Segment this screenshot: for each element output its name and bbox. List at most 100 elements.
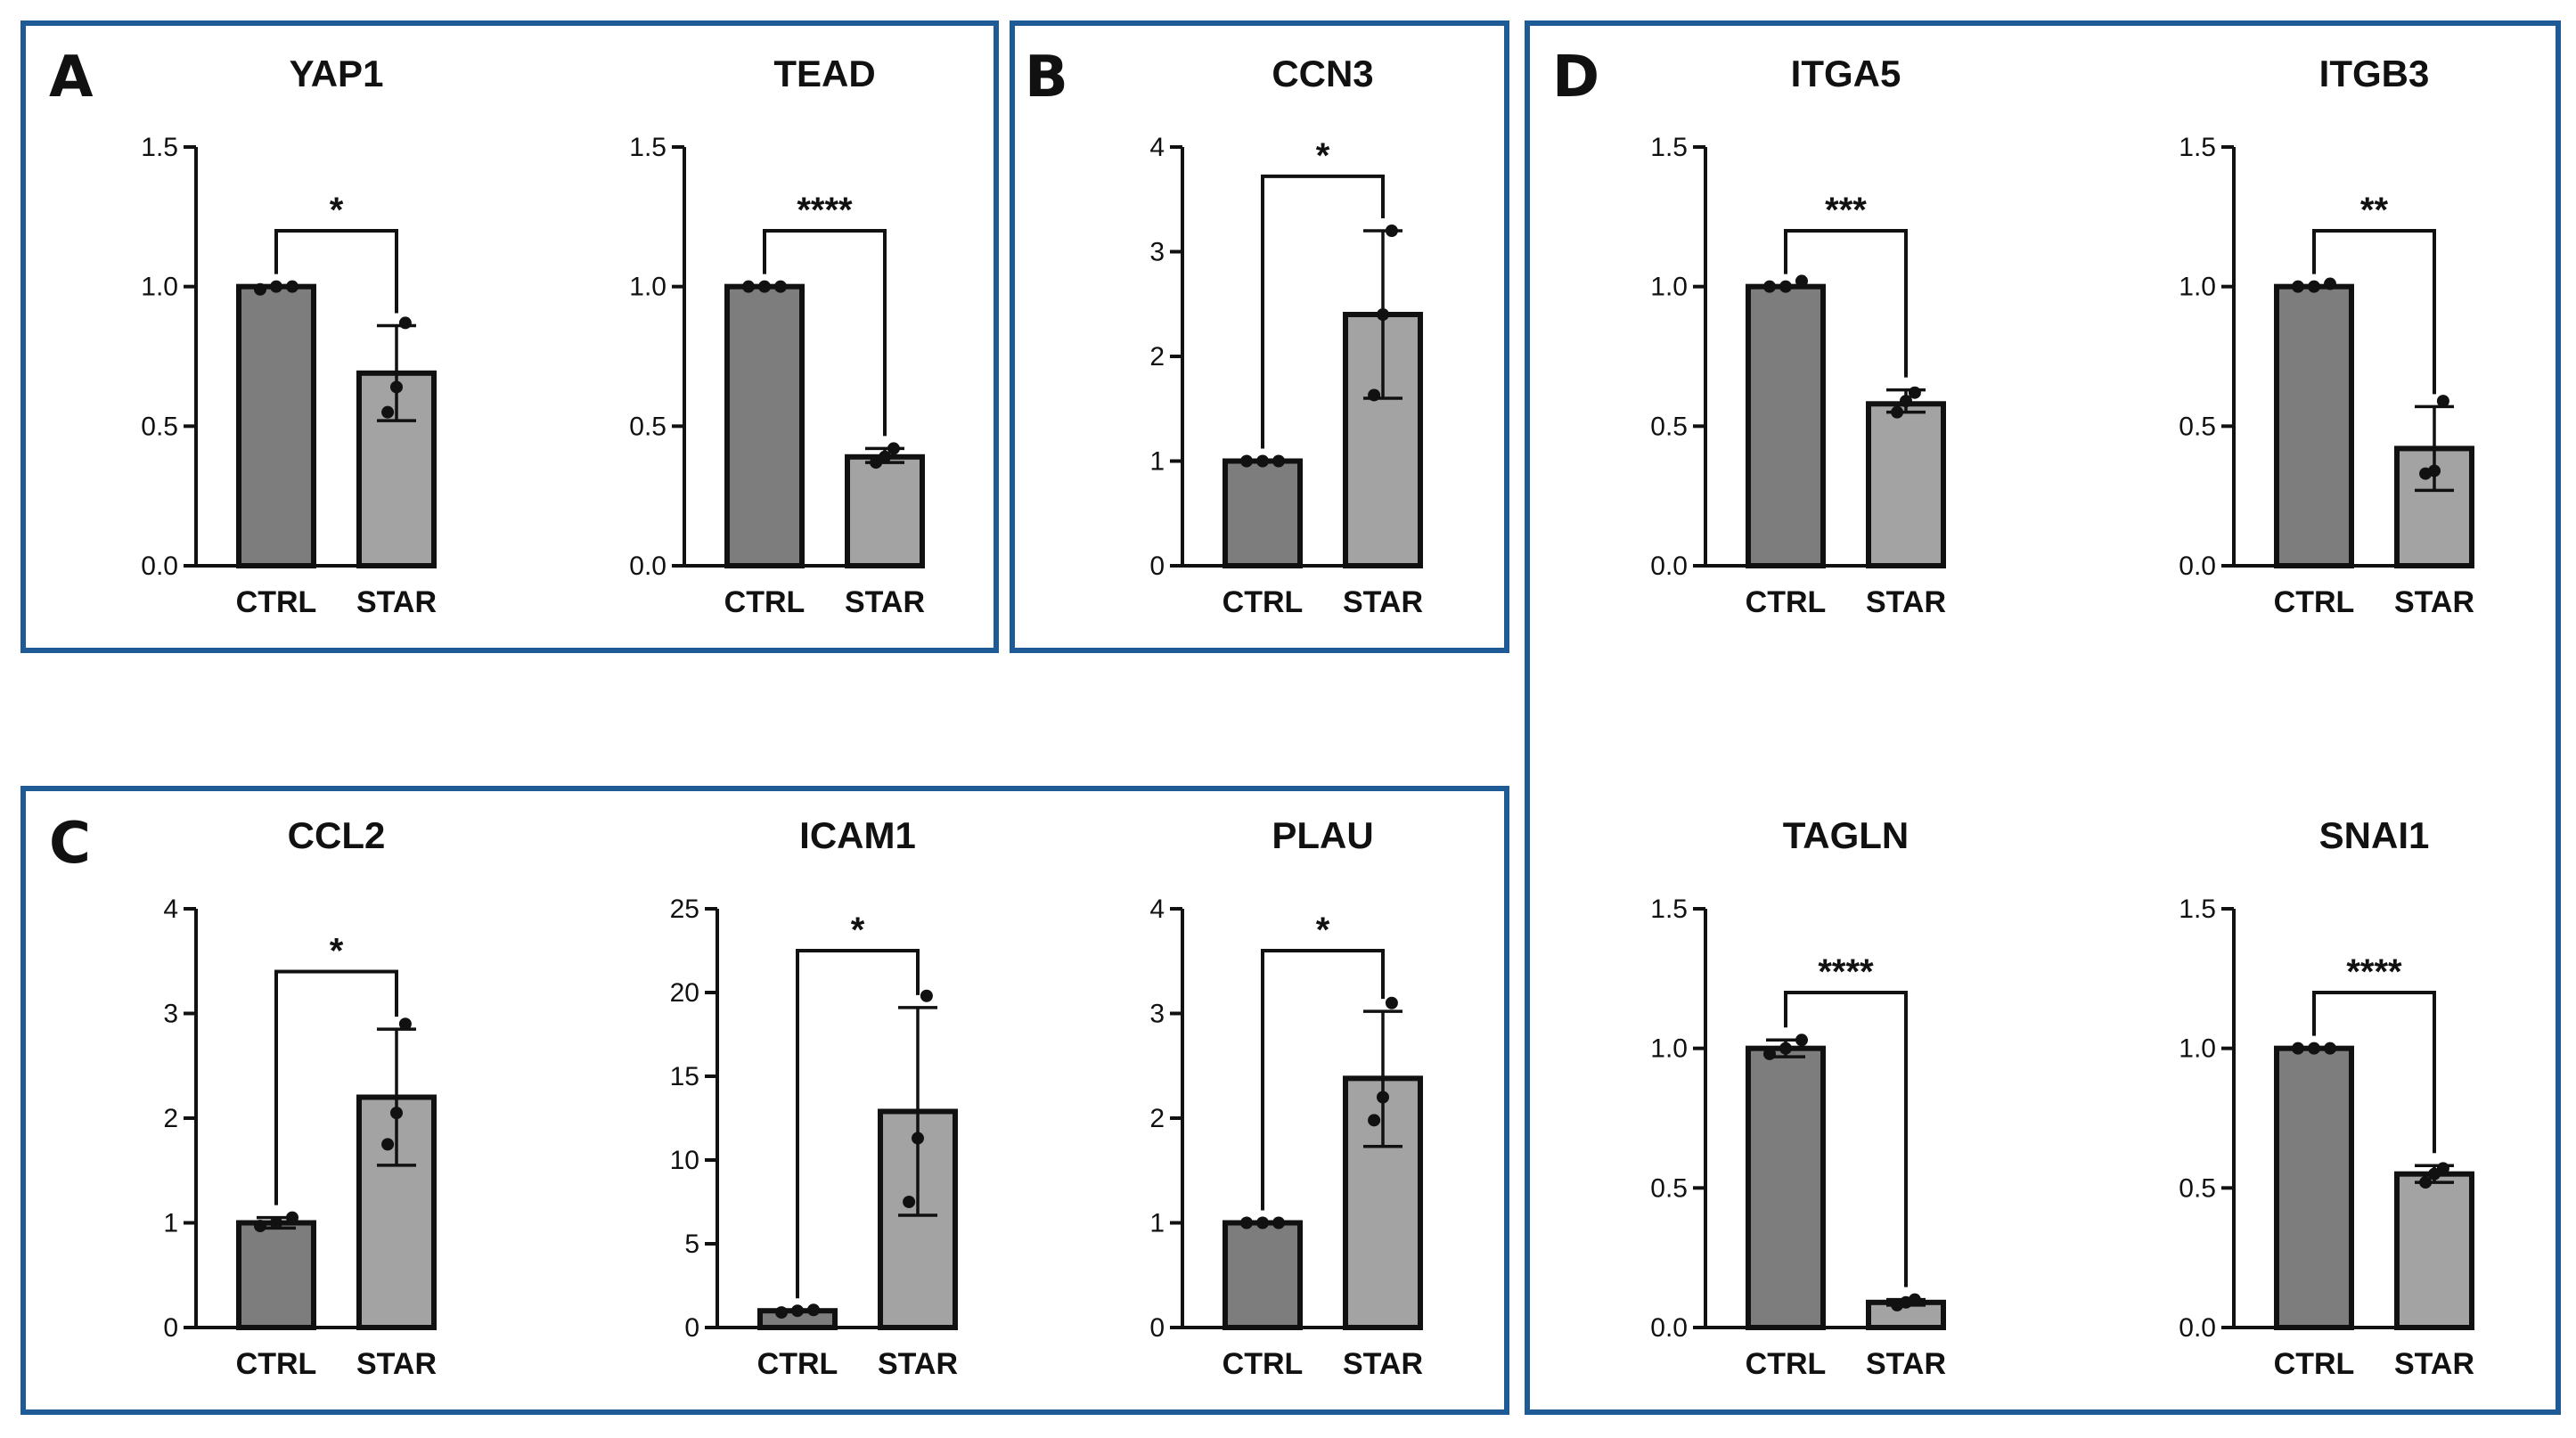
y-tick-label: 1 — [1149, 1209, 1165, 1238]
chart-tagln: TAGLN 0.0 0.5 1.0 1.5 CTRL STAR **** — [1650, 814, 1946, 1381]
bar-ctrl — [1223, 1220, 1303, 1330]
panel-frame-b — [1010, 20, 1509, 653]
category-label-ctrl: CTRL — [1223, 585, 1304, 619]
charts-layer: YAP1 0.0 0.5 1.0 1.5 CTRL STAR * TEAD 0.0 0.5 1.0 1.… — [141, 53, 2474, 1381]
data-point-ctrl — [1256, 454, 1269, 468]
bar-ctrl — [1746, 283, 1826, 568]
data-point-ctrl — [2292, 280, 2304, 293]
chart-title: SNAI1 — [2319, 814, 2430, 856]
data-point-ctrl — [270, 280, 282, 293]
data-point-ctrl — [1795, 1034, 1808, 1047]
y-tick-label: 3 — [1149, 238, 1165, 267]
chart-plau: PLAU 0 1 2 3 4 CTRL STAR * — [1149, 814, 1423, 1381]
y-tick-label: 0.0 — [2179, 552, 2216, 581]
category-label-star: STAR — [1866, 1347, 1946, 1381]
bar-ctrl — [236, 1220, 316, 1330]
category-label-star: STAR — [1343, 585, 1423, 619]
data-point-star — [390, 1107, 403, 1120]
data-point-ctrl — [1240, 1216, 1253, 1230]
data-point-star — [2436, 395, 2449, 408]
chart-ccl2: CCL2 0 1 2 3 4 CTRL STAR * — [163, 814, 437, 1381]
bar-star — [1866, 401, 1946, 568]
data-point-ctrl — [774, 280, 787, 293]
data-point-star — [879, 450, 891, 463]
chart-tead: TEAD 0.0 0.5 1.0 1.5 CTRL STAR **** — [629, 53, 925, 619]
y-tick-label: 25 — [670, 895, 699, 924]
category-label-star: STAR — [845, 585, 925, 619]
significance-bracket — [1261, 174, 1385, 449]
category-label-star: STAR — [2394, 1347, 2474, 1381]
data-point-star — [1377, 308, 1389, 321]
data-point-ctrl — [1779, 1042, 1792, 1055]
y-tick-label: 0.5 — [1650, 1173, 1688, 1203]
y-tick-label: 5 — [684, 1230, 699, 1259]
data-point-star — [1368, 388, 1381, 402]
y-tick-label: 2 — [1149, 1104, 1165, 1133]
significance-bracket — [1261, 949, 1385, 1211]
y-tick-label: 0.5 — [2179, 1173, 2216, 1203]
bar-ctrl — [724, 283, 805, 568]
data-point-star — [1385, 996, 1398, 1009]
y-tick-label: 1.0 — [2179, 273, 2216, 302]
chart-itgb3: ITGB3 0.0 0.5 1.0 1.5 CTRL STAR ** — [2179, 53, 2474, 619]
y-tick-label: 1.5 — [141, 133, 178, 162]
data-point-star — [1377, 1091, 1389, 1104]
category-label-ctrl: CTRL — [236, 585, 317, 619]
significance-bracket — [1784, 229, 1908, 378]
y-tick-label: 0.5 — [1650, 412, 1688, 441]
data-point-ctrl — [807, 1303, 820, 1317]
y-tick-label: 1.5 — [629, 133, 666, 162]
data-point-star — [920, 989, 933, 1002]
data-point-star — [381, 1138, 395, 1151]
bar-ctrl — [2274, 1045, 2354, 1330]
significance-bracket — [796, 949, 920, 1299]
category-label-star: STAR — [356, 585, 437, 619]
y-tick-label: 0 — [163, 1313, 178, 1343]
significance-marker: * — [1316, 911, 1330, 950]
significance-marker: **** — [2346, 952, 2402, 992]
data-point-ctrl — [2308, 280, 2320, 293]
category-label-star: STAR — [1343, 1347, 1423, 1381]
category-label-ctrl: CTRL — [236, 1347, 317, 1381]
chart-title: CCN3 — [1272, 53, 1373, 94]
data-point-ctrl — [1240, 454, 1253, 468]
data-point-ctrl — [2324, 277, 2336, 290]
panel-letter-c: C — [49, 811, 91, 877]
y-tick-label: 1.5 — [1650, 895, 1688, 924]
y-tick-label: 1.0 — [141, 273, 178, 302]
data-point-star — [381, 405, 395, 419]
category-label-star: STAR — [2394, 585, 2474, 619]
significance-marker: * — [330, 932, 344, 971]
chart-title: CCL2 — [288, 814, 386, 856]
significance-marker: ** — [2360, 191, 2389, 230]
y-tick-label: 0.0 — [1650, 552, 1688, 581]
y-tick-label: 1.5 — [2179, 133, 2216, 162]
significance-marker: **** — [797, 191, 853, 230]
y-tick-label: 3 — [1149, 1000, 1165, 1029]
data-point-ctrl — [1779, 280, 1792, 293]
data-point-ctrl — [1256, 1216, 1269, 1230]
y-tick-label: 1.0 — [2179, 1034, 2216, 1064]
data-point-star — [903, 1196, 916, 1208]
data-point-ctrl — [791, 1304, 804, 1318]
y-tick-label: 0.5 — [629, 412, 666, 441]
bar-ctrl — [1223, 458, 1303, 568]
significance-marker: **** — [1818, 952, 1874, 992]
y-tick-label: 4 — [163, 895, 178, 924]
data-point-star — [1908, 386, 1921, 399]
y-tick-label: 1.0 — [1650, 273, 1688, 302]
bar-ctrl — [1746, 1045, 1826, 1330]
data-point-star — [398, 316, 412, 330]
chart-title: ITGA5 — [1791, 53, 1901, 94]
data-point-star — [1908, 1293, 1921, 1306]
data-point-star — [887, 442, 900, 455]
category-label-ctrl: CTRL — [1746, 585, 1827, 619]
y-tick-label: 2 — [163, 1104, 178, 1133]
y-tick-label: 0.0 — [2179, 1313, 2216, 1343]
y-tick-label: 2 — [1149, 342, 1165, 372]
category-label-ctrl: CTRL — [1746, 1347, 1827, 1381]
y-tick-label: 4 — [1149, 133, 1165, 162]
y-tick-label: 0.0 — [141, 552, 178, 581]
y-tick-label: 3 — [163, 1000, 178, 1029]
